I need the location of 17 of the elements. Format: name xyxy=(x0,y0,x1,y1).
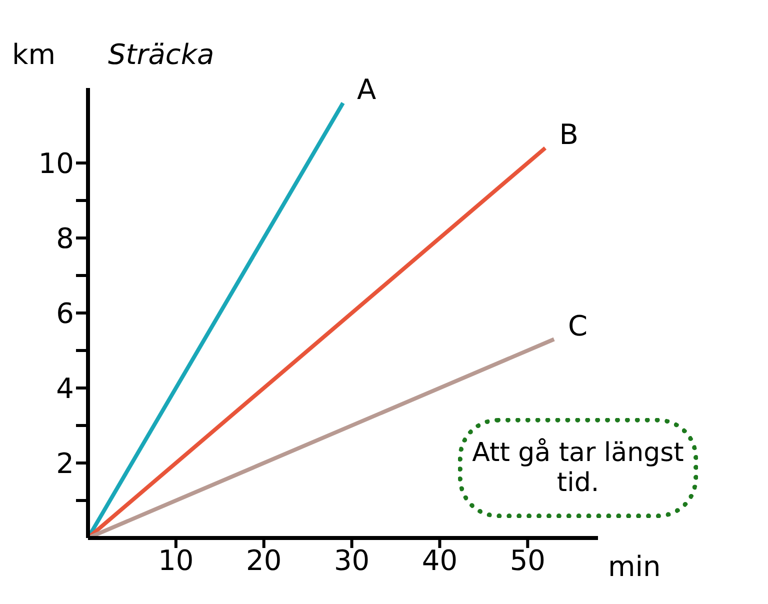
x-tick-label: 30 xyxy=(334,544,370,577)
x-tick-label: 20 xyxy=(246,544,282,577)
speech-bubble: Att gå tar längst tid. xyxy=(458,418,698,518)
x-axis-title: min xyxy=(608,550,661,583)
text: km xyxy=(12,38,56,71)
y-tick-label: 4 xyxy=(56,372,74,405)
y-tick-label: 10 xyxy=(38,146,74,180)
x-tick-label: 50 xyxy=(510,544,546,577)
x-tick-label: 40 xyxy=(422,544,458,577)
series-label: A xyxy=(357,73,376,106)
series-label: B xyxy=(559,118,578,151)
x-tick-label: 10 xyxy=(158,544,194,577)
y-tick-label: 8 xyxy=(56,222,74,255)
y-tick-label: 6 xyxy=(56,296,74,330)
series-label: C xyxy=(568,309,588,342)
y-tick-label: 2 xyxy=(56,446,74,480)
y-axis-title: Sträcka xyxy=(108,38,214,71)
